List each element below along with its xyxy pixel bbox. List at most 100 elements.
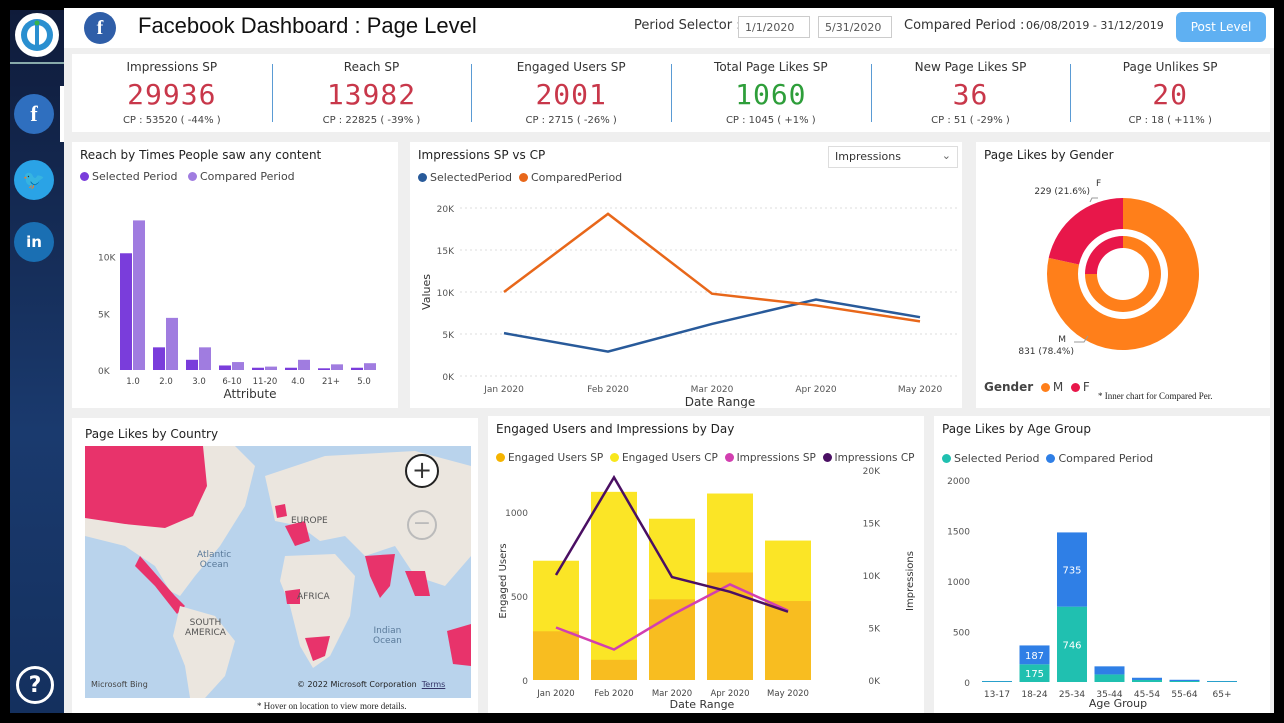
kpi-strip: Impressions SP 29936 CP : 53520 ( -44% ) Re… <box>72 54 1270 132</box>
legend-dot-selected <box>942 454 951 463</box>
bar-engaged-sp <box>533 631 579 680</box>
map-card: Page Likes by Country EUROPE Atlantic Oc… <box>72 418 478 713</box>
legend-label-f: F <box>1082 380 1090 394</box>
kpi-label: Total Page Likes SP <box>714 60 828 74</box>
engaged-legend: Engaged Users SP Engaged Users CP Impres… <box>496 452 914 464</box>
kpi-value: 20 <box>1152 78 1189 111</box>
kpi-separator <box>870 64 872 122</box>
legend-dot-eu-cp <box>609 453 619 462</box>
leader-f <box>1089 197 1098 203</box>
legend-label-compared: Compared Period <box>199 170 295 183</box>
central-america <box>135 556 185 614</box>
map-label-south-america: SOUTH AMERICA <box>185 618 226 638</box>
terms-link[interactable]: Terms <box>421 680 446 689</box>
bar-compared <box>1019 645 1050 665</box>
kpi-label: New Page Likes SP <box>914 60 1027 74</box>
bar-selected <box>1132 679 1162 682</box>
help-icon[interactable]: ? <box>16 666 54 704</box>
line-selectedperiod <box>503 298 921 353</box>
bar-selected <box>219 365 231 370</box>
x-tick-label: 55-64 <box>1171 690 1197 700</box>
zoom-in-button[interactable]: + <box>405 454 439 488</box>
active-indicator <box>60 86 64 142</box>
reach-legend: Selected Period Compared Period <box>80 170 295 183</box>
header-bar: f Facebook Dashboard : Page Level Period… <box>64 8 1274 48</box>
y-tick-label: 1500 <box>947 528 970 538</box>
kpi-2: Engaged Users SP 2001 CP : 2715 ( -26% ) <box>471 54 671 132</box>
metric-dropdown[interactable]: Impressions ⌄ <box>828 146 958 168</box>
legend-label-compared: ComparedPeriod <box>530 171 623 184</box>
x-tick-label: Apr 2020 <box>710 689 749 699</box>
data-label-selected: 746 <box>1062 640 1081 651</box>
y-tick-label: 0 <box>522 677 528 687</box>
legend-label-compared: Compared Period <box>1058 452 1154 465</box>
india-highlight <box>365 554 395 598</box>
x-tick-label: Jan 2020 <box>483 385 524 395</box>
impressions-chart-title: Impressions SP vs CP <box>418 148 546 162</box>
x-tick-label: 3.0 <box>192 377 206 387</box>
kpi-label: Reach SP <box>343 60 400 74</box>
north-america-highlight <box>85 446 207 528</box>
y-tick-label: 10K <box>437 289 455 299</box>
kpi-0: Impressions SP 29936 CP : 53520 ( -44% ) <box>72 54 272 132</box>
y-axis-title: Engaged Users <box>498 543 509 618</box>
x-tick-label: 13-17 <box>984 690 1010 700</box>
legend-dot-imp-sp <box>724 453 734 462</box>
x-axis-title: Attribute <box>224 387 277 401</box>
post-level-button[interactable]: Post Level <box>1176 12 1266 42</box>
kpi-value: 2001 <box>535 78 607 111</box>
zoom-out-button[interactable]: − <box>407 510 437 540</box>
age-chart-card: Page Likes by Age Group Selected Period … <box>934 416 1270 713</box>
chevron-down-icon: ⌄ <box>941 149 951 162</box>
reach-chart-card: Reach by Times People saw any content Se… <box>72 142 398 408</box>
label-f: F <box>1096 179 1101 189</box>
label-f-value: 229 (21.6%) <box>1034 187 1090 197</box>
y2-axis-title: Impressions <box>905 551 916 611</box>
sidebar-divider <box>10 62 64 64</box>
y-tick-label: 5K <box>98 310 111 320</box>
kpi-compare: CP : 51 ( -29% ) <box>931 115 1010 126</box>
y-tick-label: 0K <box>442 373 455 383</box>
period-selector-label: Period Selector : <box>634 18 741 33</box>
legend-dot-imp-cp <box>822 453 832 462</box>
x-tick-label: 35-44 <box>1096 690 1122 700</box>
map-label-africa: AFRICA <box>297 592 330 602</box>
kpi-compare: CP : 1045 ( +1% ) <box>725 115 816 126</box>
kpi-label: Page Unlikes SP <box>1122 60 1218 74</box>
bar-selected <box>252 367 264 370</box>
label-m-value: 831 (78.4%) <box>1018 347 1074 357</box>
south-america <box>173 606 235 698</box>
x-axis-title: Date Range <box>685 395 756 408</box>
bar-compared <box>1057 532 1087 607</box>
logo-icon <box>15 13 59 57</box>
kpi-compare: CP : 18 ( +11% ) <box>1128 115 1212 126</box>
map-shapes <box>85 446 471 698</box>
legend-dot-selected <box>418 173 427 182</box>
bar-selected <box>285 367 297 370</box>
bar-compared <box>166 317 178 370</box>
engaged-combo-chart: 0 500 1000 0K 5K 10K 15K 20K Jan 2020 Feb 2020 Mar… <box>498 467 916 711</box>
y-tick-label: 500 <box>511 593 528 603</box>
kpi-value: 29936 <box>127 78 217 111</box>
start-date-input[interactable] <box>738 16 810 38</box>
africa-land <box>280 554 355 668</box>
x-tick-label: 6-10 <box>222 377 241 387</box>
twitter-icon[interactable]: 🐦 <box>14 160 54 200</box>
data-label-compared: 187 <box>1025 651 1044 662</box>
bar-compared <box>364 363 376 370</box>
world-map[interactable]: EUROPE Atlantic Ocean AFRICA SOUTH AMERI… <box>85 446 471 698</box>
legend-label-imp-cp: Impressions CP <box>834 452 915 464</box>
bar-compared <box>199 347 211 370</box>
south-africa-highlight <box>305 636 330 661</box>
end-date-input[interactable] <box>818 16 892 38</box>
europe-highlight-2 <box>275 504 287 518</box>
kpi-value: 36 <box>952 78 989 111</box>
bar-compared <box>1132 677 1162 680</box>
bar-engaged-cp <box>591 491 637 680</box>
linkedin-icon[interactable]: in <box>14 222 54 262</box>
y2-tick-label: 5K <box>868 625 881 635</box>
kpi-label: Engaged Users SP <box>516 60 626 74</box>
gender-donut-chart: 229 (21.6%) F 831 (78.4%) M <box>1018 179 1199 357</box>
facebook-icon[interactable]: f <box>14 94 54 134</box>
